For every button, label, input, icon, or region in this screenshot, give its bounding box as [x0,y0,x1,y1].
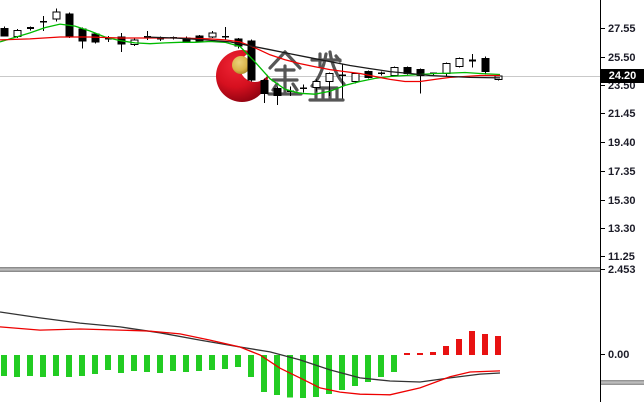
candles [0,8,503,106]
histogram-bar-down [222,355,228,369]
histogram-bar-up [443,346,449,355]
pane-separator[interactable] [0,267,601,272]
axis-tick-label: 15.30 [601,195,636,207]
bear-candle-body [416,69,425,76]
histogram-bar-down [287,355,293,398]
bull-candle-body [455,58,464,68]
axis-tick-mark [601,27,605,29]
histogram-bar-down [170,355,176,371]
macd-signal-red [0,326,501,396]
histogram-bar-down [209,355,215,370]
histogram-bar-down [40,355,46,377]
histogram-bar-down [183,355,189,372]
axis-tick-label: 25.50 [601,52,636,64]
histogram-bar-up [456,339,462,355]
bull-candle-body [312,81,321,88]
histogram-bar-down [274,355,280,395]
histogram-bar-up [430,351,436,355]
bear-candle-body [247,40,256,81]
current-price-box: 24.20 [601,69,644,83]
bull-candle-body [208,32,217,38]
histogram-bar-down [378,355,384,377]
histogram-bar-down [300,355,306,398]
histogram-bar-down [1,355,7,376]
axis-tick-label: 13.30 [601,223,636,235]
histogram-bar-down [326,355,332,395]
axis-tick-label: 2.453 [601,264,636,276]
bull-candle-body [52,11,61,20]
axis-tick-mark [601,170,605,172]
histogram-bar-down [53,355,59,376]
bear-candle-body [260,79,269,94]
histogram-bar-up [417,352,423,355]
bear-candle-body [0,27,9,37]
axis-tick-label: 17.35 [601,166,636,178]
bull-candle-body [325,73,334,82]
macd-histogram-bars [1,331,501,398]
histogram-bar-down [118,355,124,373]
histogram-bar-down [248,355,254,377]
axis-tick-mark [601,353,605,355]
histogram-bar-down [313,355,319,397]
bear-candle-body [78,28,87,42]
price-axis[interactable]: 24.20 27.55 25.50 23.50 21.45 19.40 17.35 15.3… [600,0,644,402]
ma-slow-black [144,36,501,79]
axis-tick-mark [601,141,605,143]
histogram-bar-down [391,355,397,372]
main-price-pane[interactable] [0,0,601,268]
histogram-bar-down [105,355,111,370]
axis-tick-mark [601,227,605,229]
axis-separator-band [601,380,644,385]
axis-tick-mark [601,268,605,270]
histogram-bar-up [469,331,475,355]
histogram-bar-down [92,355,98,375]
histogram-bar-down [144,355,150,372]
histogram-bar-down [157,355,163,373]
histogram-bar-down [14,355,20,377]
axis-tick-mark [601,112,605,114]
histogram-bar-up [482,334,488,355]
axis-tick-label: 11.25 [601,251,635,263]
ma-medium-red [0,36,500,83]
bear-candle-body [273,87,282,96]
axis-tick-label: 27.55 [601,23,636,35]
histogram-bar-down [66,355,72,377]
histogram-bar-down [131,355,137,371]
bear-candle-body [481,58,490,73]
histogram-bar-down [352,355,358,386]
axis-tick-label: 23.50 [601,80,636,92]
axis-tick-mark [601,84,605,86]
bull-candle-body [442,63,451,74]
axis-tick-mark [601,56,605,58]
histogram-bar-up [495,335,501,355]
histogram-bar-down [261,355,267,393]
macd-indicator-pane[interactable] [0,272,601,402]
histogram-bar-down [365,355,371,382]
ma-fast-green [0,23,501,95]
histogram-bar-down [27,355,33,376]
axis-tick-mark [601,255,605,257]
axis-tick-mark [601,199,605,201]
macd-main-black [0,311,501,383]
bull-candle-body [351,73,360,82]
current-price-level-line [0,76,601,77]
axis-tick-label: 19.40 [601,137,636,149]
logo-gold-ball [232,56,250,74]
histogram-bar-down [196,355,202,371]
histogram-bar-down [235,355,241,368]
axis-tick-label: 21.45 [601,108,636,120]
axis-tick-label: 0.00 [601,349,629,361]
histogram-bar-down [79,355,85,376]
histogram-bar-up [404,352,410,355]
